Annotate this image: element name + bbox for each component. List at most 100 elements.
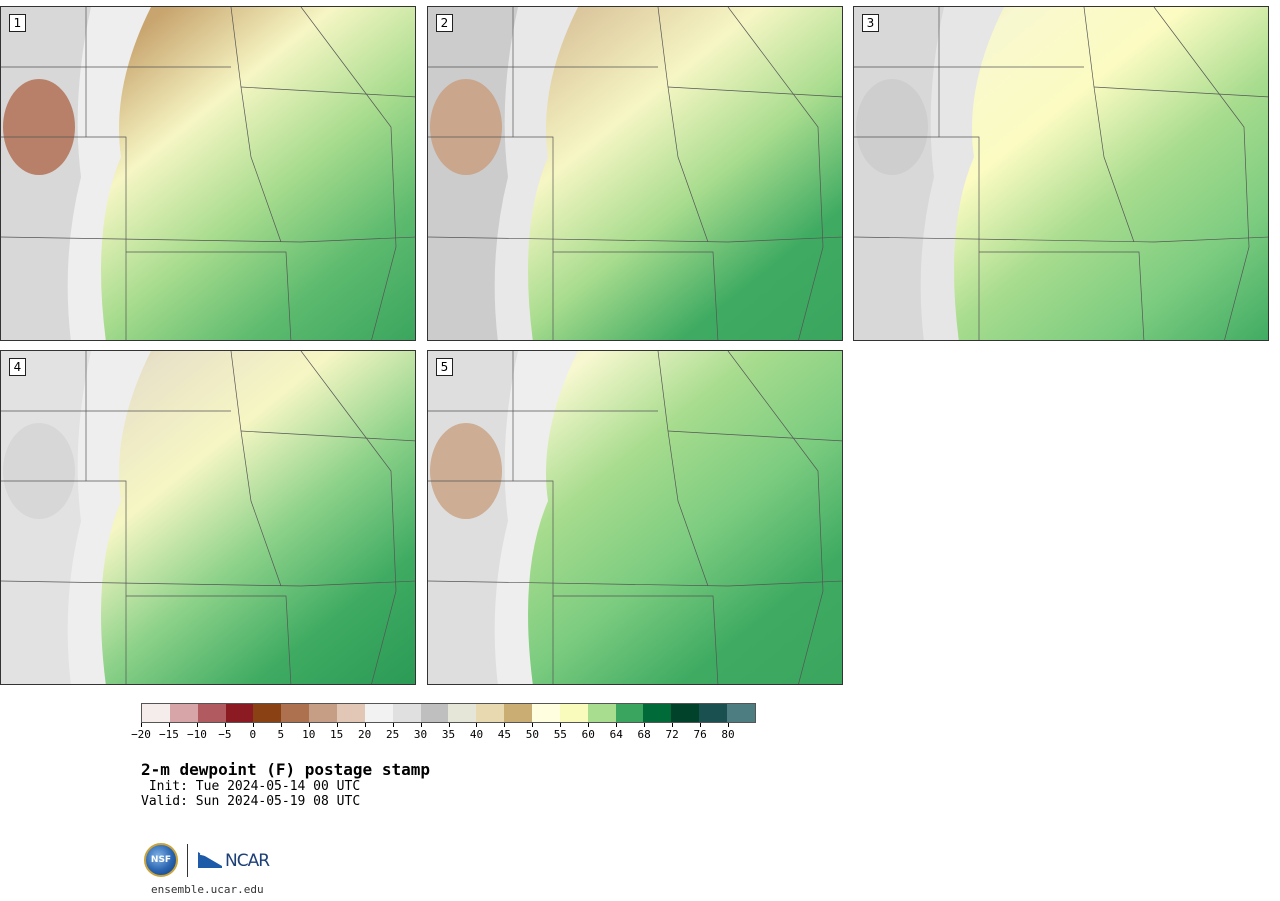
colorbar-tick <box>392 723 394 727</box>
colorbar-tick-label: 25 <box>385 728 400 741</box>
colorbar-tick <box>224 723 226 727</box>
state-boundary <box>300 7 397 340</box>
dewpoint-map-3 <box>854 7 1268 340</box>
colorbar <box>141 703 756 723</box>
dewpoint-map-2 <box>428 7 842 340</box>
colorbar-tick <box>700 723 702 727</box>
colorbar-segment <box>727 704 755 722</box>
colorbar-segment <box>504 704 533 722</box>
colorbar-tick-label: 45 <box>497 728 512 741</box>
colorbar-tick <box>280 723 282 727</box>
colorbar-tick <box>448 723 450 727</box>
colorbar-tick-label: 64 <box>609 728 623 741</box>
colorbar-tick <box>420 723 422 727</box>
ncar-logo-text: NCAR <box>225 851 270 871</box>
state-boundary <box>1083 7 1135 243</box>
colorbar-tick-label: 68 <box>637 728 651 741</box>
state-boundary <box>1 580 415 587</box>
colorbar-tick <box>308 723 310 727</box>
colorbar-ticks: −20 −15 −10 −5 0 5 10 15 20 25 30 35 40 45 50 55 60 64 68 7… <box>131 723 756 743</box>
panel-label: 1 <box>9 14 26 32</box>
site-url: ensemble.ucar.edu <box>151 883 264 896</box>
state-boundary <box>512 351 554 684</box>
low-dewpoint-blob <box>430 79 502 175</box>
colorbar-segment <box>253 704 282 722</box>
colorbar-tick <box>616 723 618 727</box>
dewpoint-map-1 <box>1 7 415 340</box>
colorbar-tick <box>336 723 338 727</box>
colorbar-tick-label: 60 <box>581 728 595 741</box>
colorbar-tick-label: 30 <box>413 728 428 741</box>
colorbar-segment <box>392 704 421 722</box>
colorbar-segment <box>532 704 560 722</box>
colorbar-tick-label: 0 <box>249 728 257 741</box>
state-boundary <box>854 236 1268 243</box>
logo-divider <box>187 844 188 877</box>
low-dewpoint-blob <box>3 79 75 175</box>
colorbar-tick-label: 10 <box>302 728 316 741</box>
dewpoint-map-5 <box>428 351 842 684</box>
ncar-swoosh-icon <box>198 852 224 868</box>
panel-5: 5 <box>427 350 843 685</box>
colorbar-tick-label: 20 <box>358 728 372 741</box>
state-boundary <box>428 580 842 587</box>
dewpoint-map-4 <box>1 351 415 684</box>
nsf-logo: NSF <box>144 843 178 877</box>
panel-label: 3 <box>862 14 879 32</box>
colorbar-tick-label: 15 <box>330 728 344 741</box>
state-boundary <box>727 351 824 684</box>
colorbar-tick <box>364 723 366 727</box>
colorbar-tick-label: 72 <box>665 728 679 741</box>
panel-1: 1 <box>0 6 416 341</box>
state-boundary <box>85 351 127 684</box>
colorbar-segment <box>671 704 700 722</box>
colorbar-tick-label: 40 <box>469 728 484 741</box>
colorbar-segment <box>281 704 310 722</box>
colorbar-segment <box>197 704 226 722</box>
state-boundary <box>667 430 842 442</box>
state-boundary <box>1 236 415 243</box>
colorbar-segment <box>337 704 365 722</box>
init-time: Init: Tue 2024-05-14 00 UTC <box>141 779 361 794</box>
colorbar-tick <box>476 723 478 727</box>
state-boundary <box>512 7 554 340</box>
state-boundary <box>300 351 397 684</box>
chart-title: 2-m dewpoint (F) postage stamp <box>141 760 430 779</box>
colorbar-segment <box>309 704 338 722</box>
valid-time: Valid: Sun 2024-05-19 08 UTC <box>141 794 361 809</box>
colorbar-segment <box>699 704 728 722</box>
colorbar-tick <box>168 723 170 727</box>
colorbar-segment <box>364 704 393 722</box>
colorbar-tick <box>728 723 730 727</box>
colorbar-segment <box>476 704 505 722</box>
colorbar-tick <box>252 723 254 727</box>
colorbar-tick <box>672 723 674 727</box>
panel-2: 2 <box>427 6 843 341</box>
state-boundary <box>979 251 1145 340</box>
colorbar-tick <box>560 723 562 727</box>
panel-3: 3 <box>853 6 1269 341</box>
state-boundary <box>938 7 980 340</box>
colorbar-segment <box>448 704 477 722</box>
colorbar-segment <box>420 704 449 722</box>
colorbar-tick-label: −20 <box>131 728 151 741</box>
colorbar-segment <box>142 704 170 722</box>
colorbar-segment <box>615 704 644 722</box>
state-boundary <box>553 595 719 684</box>
colorbar-segment <box>559 704 588 722</box>
state-boundary <box>240 430 415 442</box>
state-boundary <box>727 7 824 340</box>
colorbar-tick-label: 55 <box>553 728 567 741</box>
state-boundary <box>657 7 709 243</box>
state-boundary <box>126 251 292 340</box>
state-boundary <box>230 7 282 243</box>
colorbar-tick <box>504 723 506 727</box>
state-boundary <box>230 351 282 587</box>
panel-label: 5 <box>436 358 453 376</box>
ncar-logo: NCAR <box>198 848 274 874</box>
state-boundary <box>667 86 842 98</box>
colorbar-tick-label: 80 <box>721 728 735 741</box>
panel-4: 4 <box>0 350 416 685</box>
colorbar-tick <box>141 723 142 727</box>
colorbar-tick <box>532 723 534 727</box>
